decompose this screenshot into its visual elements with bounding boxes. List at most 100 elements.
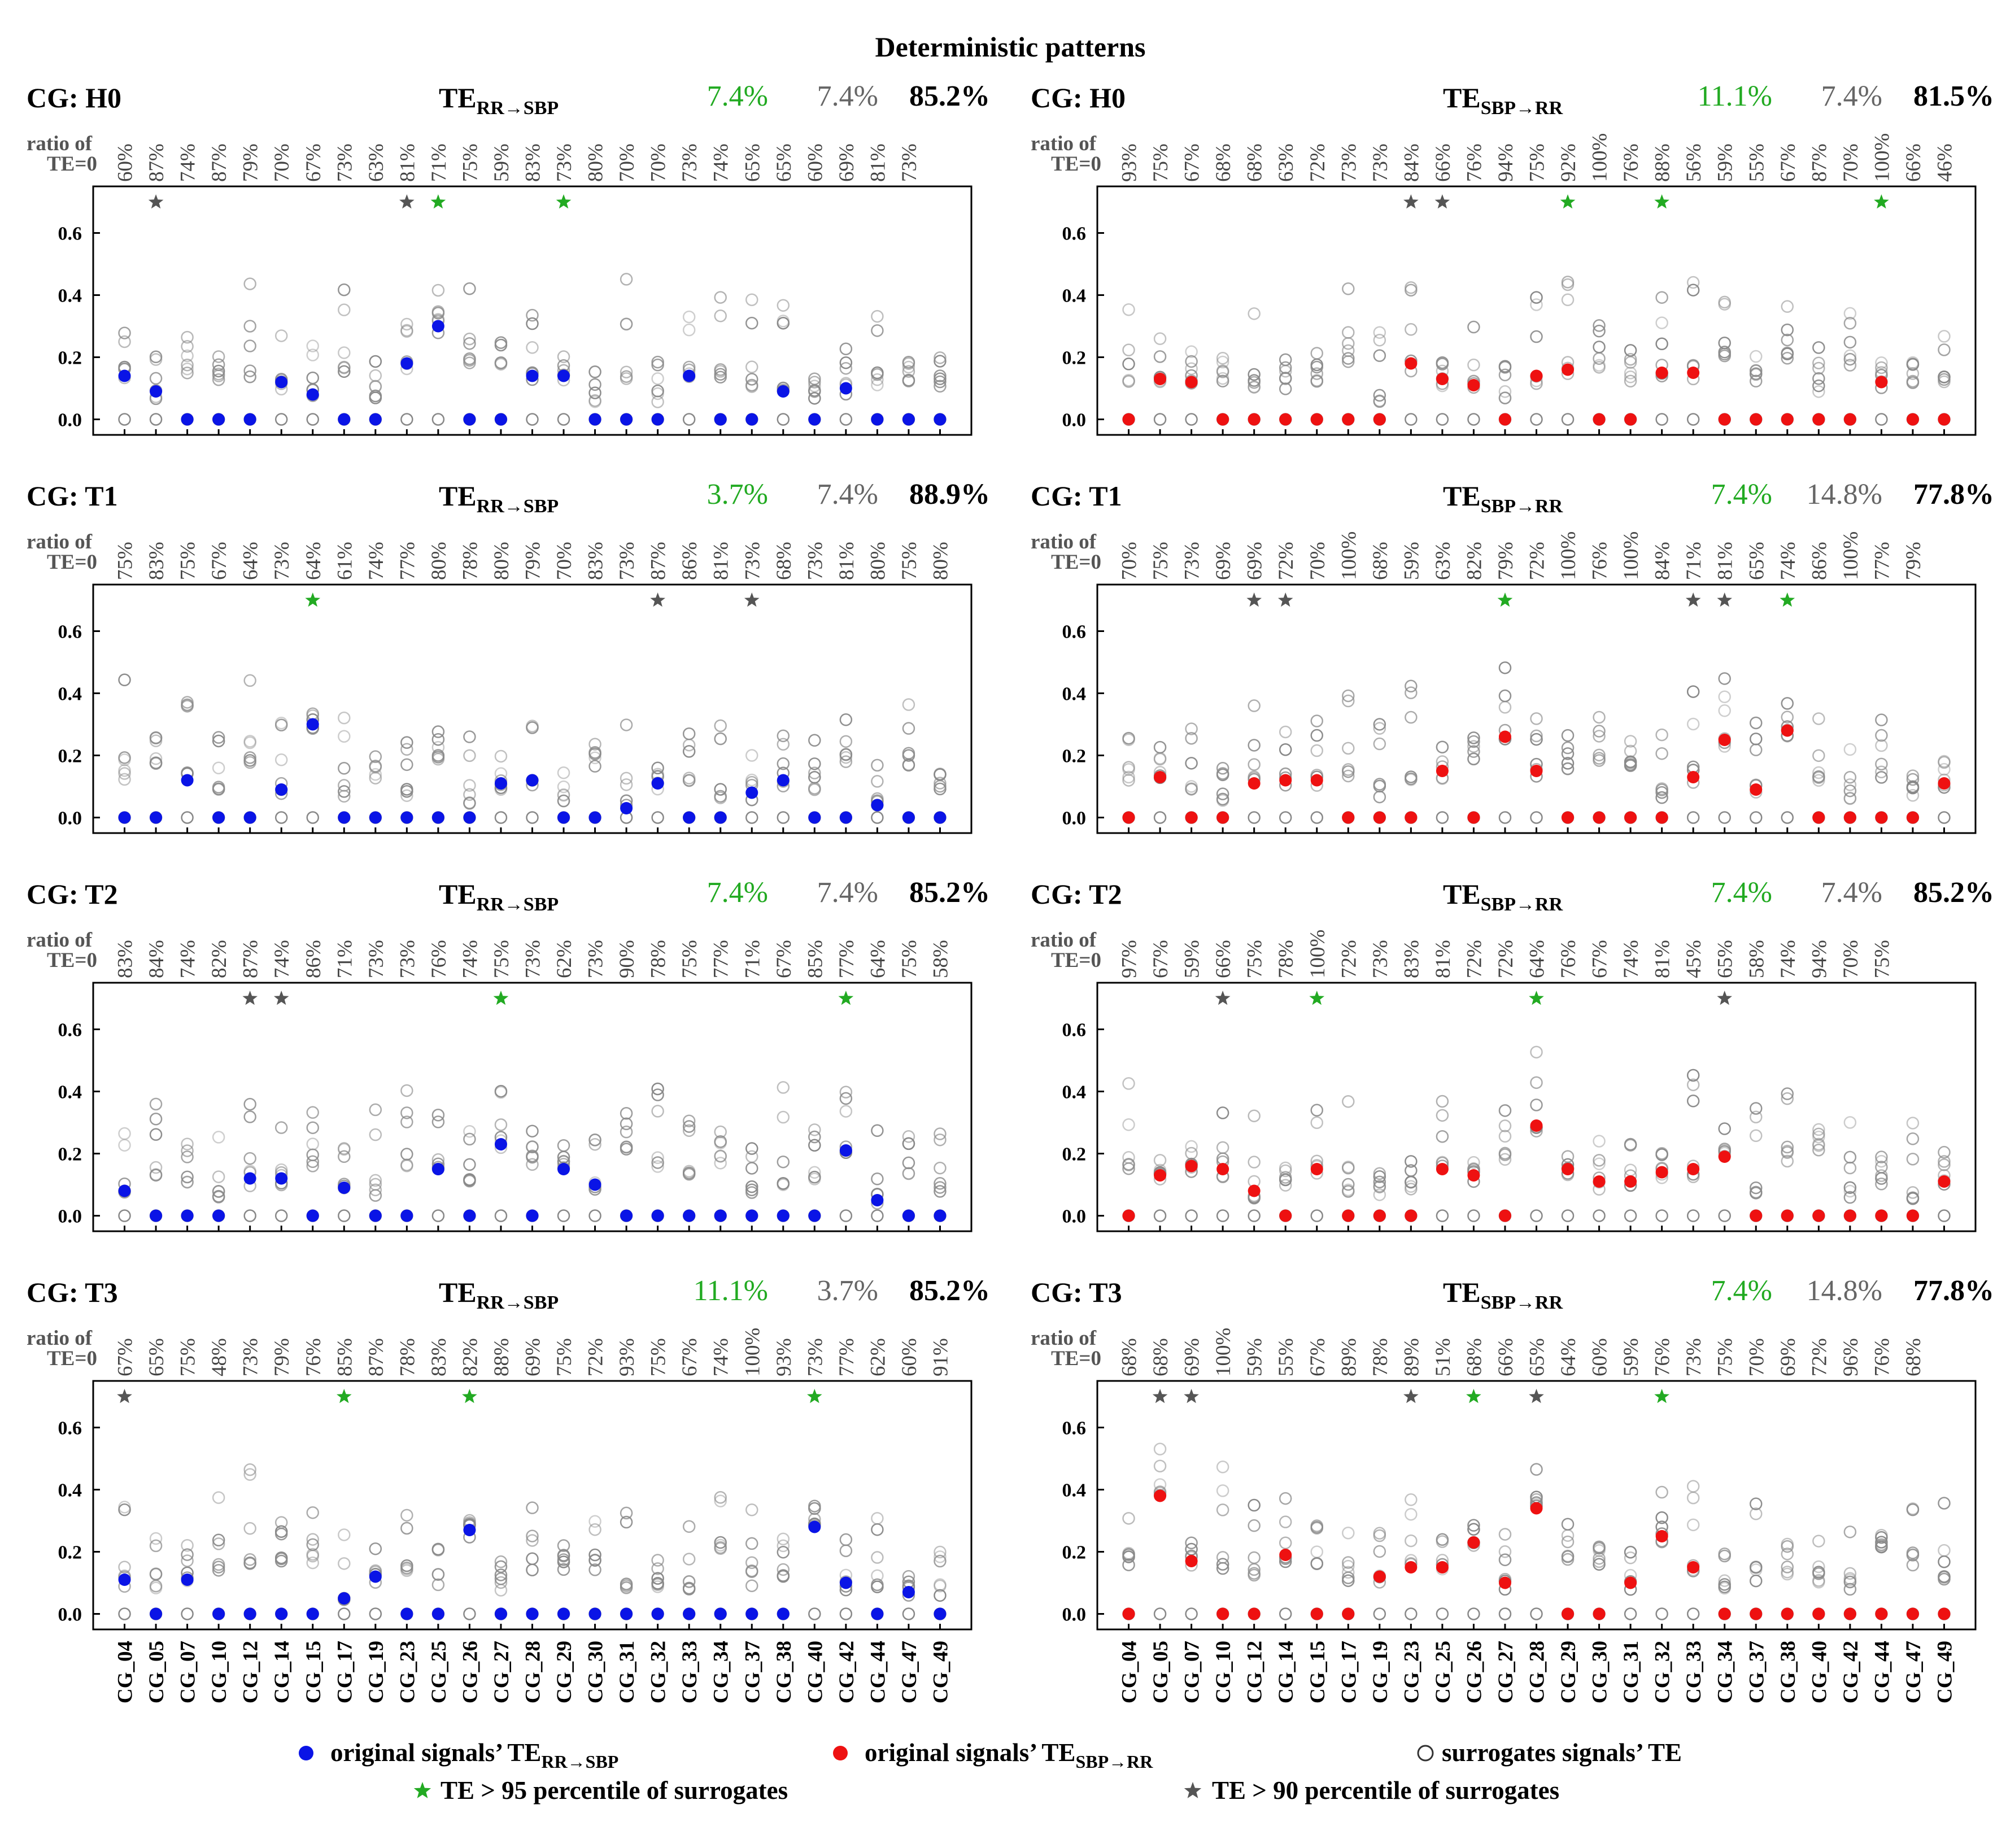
original-point bbox=[1875, 1607, 1888, 1620]
ratio-value: 65% bbox=[1745, 542, 1768, 580]
surrogate-marker bbox=[1216, 355, 1229, 369]
surrogate-marker bbox=[1279, 1515, 1292, 1528]
star-90-marker bbox=[1277, 592, 1293, 607]
surrogate-marker bbox=[400, 1559, 413, 1572]
surrogate-marker bbox=[871, 1523, 884, 1536]
surrogate-marker bbox=[1843, 1116, 1857, 1129]
surrogate-marker bbox=[682, 727, 696, 740]
original-point bbox=[1405, 1209, 1418, 1222]
surrogate-marker bbox=[1216, 1503, 1229, 1516]
surrogate-marker bbox=[1812, 1130, 1825, 1144]
surrogate-marker bbox=[1812, 749, 1825, 762]
original-point bbox=[1624, 1576, 1637, 1589]
ratio-value: 59% bbox=[1620, 1338, 1643, 1376]
surrogate-marker bbox=[494, 1209, 508, 1222]
surrogate-marker bbox=[808, 1123, 821, 1136]
ratio-value: 73% bbox=[271, 542, 294, 580]
original-point bbox=[243, 811, 256, 824]
original-point bbox=[557, 1163, 570, 1175]
star-95-marker bbox=[807, 1389, 822, 1404]
surrogate-marker bbox=[338, 730, 351, 743]
ratio-value: 72% bbox=[1306, 143, 1329, 182]
legend-star95-label: TE > 95 percentile of surrogates bbox=[441, 1776, 788, 1805]
y-tick-label: 0.2 bbox=[58, 1542, 82, 1563]
surrogate-marker bbox=[1467, 1156, 1480, 1169]
x-category-label: CG_17 bbox=[1337, 1641, 1360, 1703]
original-point bbox=[1279, 1549, 1292, 1561]
surrogate-marker bbox=[274, 753, 288, 766]
original-point bbox=[150, 1209, 163, 1222]
surrogate-marker bbox=[1248, 758, 1261, 771]
surrogate-marker bbox=[651, 761, 664, 775]
original-point bbox=[1248, 413, 1261, 426]
ratio-value: 70% bbox=[1745, 1338, 1768, 1376]
ratio-value: 51% bbox=[1432, 1338, 1455, 1376]
surrogate-marker bbox=[1938, 1497, 1951, 1510]
surrogate-marker bbox=[1561, 1150, 1575, 1163]
surrogate-marker bbox=[118, 751, 131, 764]
surrogate-marker bbox=[588, 1548, 601, 1562]
surrogate-marker bbox=[1216, 351, 1229, 365]
original-point bbox=[777, 1607, 790, 1620]
original-point bbox=[1122, 811, 1135, 824]
surrogate-marker bbox=[1561, 757, 1575, 770]
original-point bbox=[212, 413, 225, 426]
surrogate-marker bbox=[808, 1607, 821, 1620]
surrogate-marker bbox=[431, 1115, 445, 1128]
surrogate-marker bbox=[1624, 1545, 1637, 1559]
ratio-value: 71% bbox=[333, 940, 356, 978]
ratio-label-line2: TE=0 bbox=[1051, 551, 1101, 574]
surrogate-marker bbox=[1938, 1155, 1951, 1168]
surrogate-marker bbox=[1342, 689, 1355, 703]
original-point bbox=[620, 1607, 633, 1620]
x-category-label: CG_28 bbox=[1526, 1641, 1549, 1703]
surrogate-marker bbox=[1248, 381, 1261, 394]
surrogate-marker bbox=[588, 394, 601, 407]
surrogate-marker bbox=[1781, 811, 1794, 824]
original-point bbox=[808, 413, 821, 426]
surrogate-marker bbox=[1750, 811, 1763, 824]
surrogate-marker bbox=[431, 1542, 445, 1555]
original-point bbox=[934, 1607, 947, 1620]
surrogate-marker bbox=[118, 1127, 131, 1140]
surrogate-marker bbox=[839, 361, 853, 375]
surrogate-marker bbox=[1561, 1518, 1575, 1531]
surrogate-marker bbox=[526, 1158, 539, 1171]
ratio-value: 67% bbox=[1306, 1338, 1329, 1376]
ratio-value: 67% bbox=[1149, 940, 1172, 978]
surrogate-marker bbox=[839, 1092, 853, 1105]
star-95-marker bbox=[1654, 194, 1669, 209]
surrogate-marker bbox=[1843, 784, 1857, 797]
surrogate-marker bbox=[118, 326, 131, 339]
surrogate-marker bbox=[1843, 335, 1857, 349]
star-90-marker bbox=[1717, 991, 1732, 1005]
legend-red-marker bbox=[833, 1746, 848, 1760]
ratio-value: 74% bbox=[177, 143, 200, 182]
surrogate-marker bbox=[338, 346, 351, 359]
surrogate-marker bbox=[714, 291, 727, 304]
surrogate-marker bbox=[1436, 811, 1449, 824]
x-category-label: CG_15 bbox=[302, 1641, 325, 1703]
original-point bbox=[934, 413, 947, 426]
surrogate-marker bbox=[777, 299, 790, 312]
te-direction-subscript: RR→SBP bbox=[477, 1292, 559, 1313]
surrogate-marker bbox=[620, 1506, 633, 1520]
surrogate-marker bbox=[588, 1515, 601, 1528]
surrogate-marker bbox=[274, 413, 288, 426]
surrogate-marker bbox=[1561, 747, 1575, 760]
ratio-value: 78% bbox=[1275, 940, 1298, 978]
star-95-marker bbox=[1309, 991, 1325, 1005]
surrogate-marker bbox=[1655, 1485, 1668, 1499]
te-direction-subscript: RR→SBP bbox=[477, 894, 559, 915]
surrogate-marker bbox=[1718, 346, 1731, 359]
surrogate-marker bbox=[1781, 1087, 1794, 1100]
surrogate-marker bbox=[306, 1106, 319, 1119]
surrogate-marker bbox=[1185, 413, 1198, 426]
original-point bbox=[1498, 1576, 1511, 1589]
surrogate-marker bbox=[1248, 1109, 1261, 1122]
surrogate-marker bbox=[1216, 1562, 1229, 1575]
surrogate-marker bbox=[243, 756, 256, 769]
surrogate-marker bbox=[1938, 1544, 1951, 1557]
surrogate-marker bbox=[1718, 1580, 1731, 1594]
ratio-value: 75% bbox=[1526, 143, 1549, 182]
